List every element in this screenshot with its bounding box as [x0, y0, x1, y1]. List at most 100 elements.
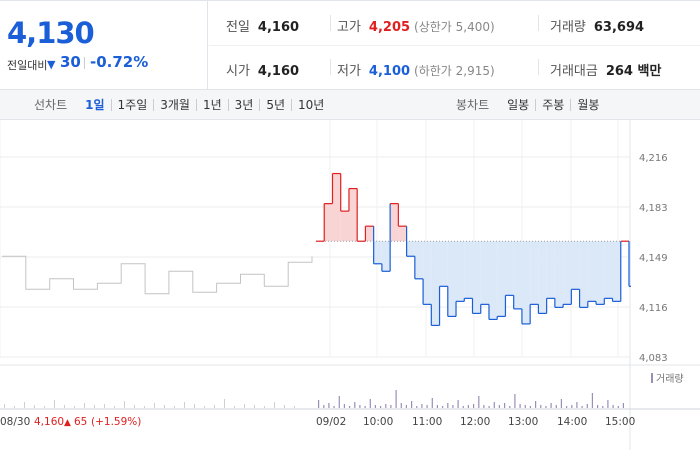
volume-bar-prev — [214, 405, 215, 408]
down-fill — [554, 241, 564, 308]
divider — [538, 15, 539, 31]
up-fill — [324, 203, 333, 242]
stat-value: 4,100 — [368, 64, 411, 79]
volume-bar-prev — [34, 405, 35, 408]
up-fill — [348, 188, 358, 242]
down-fill — [488, 241, 498, 320]
volume-bar-prev — [4, 404, 5, 408]
volume-bars — [4, 390, 624, 408]
tab-1w[interactable]: 1주일 — [117, 98, 148, 112]
stat-label: 전일 — [226, 20, 250, 35]
volume-bar — [390, 405, 392, 408]
x-tick-label: 13:00 — [508, 416, 538, 428]
volume-bar — [504, 403, 506, 408]
volume-bar-prev — [14, 406, 15, 408]
x-tick-label: 14:00 — [557, 416, 587, 428]
divider — [538, 59, 539, 75]
tab-3y[interactable]: 3년 — [234, 98, 254, 112]
down-fill — [423, 241, 432, 305]
prev-close-change-pct: (+1.59%) — [91, 416, 141, 428]
volume-bar — [571, 405, 573, 408]
volume-bar — [323, 405, 325, 408]
volume-bar-prev — [64, 405, 65, 408]
volume-bar-prev — [244, 404, 245, 408]
tab-1d[interactable]: 1일 — [85, 98, 105, 112]
volume-bar — [529, 406, 531, 408]
volume-bar — [622, 403, 624, 408]
candle-chart-label: 봉차트 — [456, 98, 490, 112]
tab-10y[interactable]: 10년 — [298, 98, 325, 112]
volume-bar-prev — [274, 402, 275, 408]
volume-bar — [385, 404, 387, 408]
divider — [535, 98, 537, 111]
stat-label: 시가 — [226, 64, 250, 79]
lower-limit: (하한가 2,915) — [414, 64, 495, 78]
volume-bar — [586, 404, 588, 408]
up-fill — [332, 173, 341, 242]
down-fill — [497, 241, 506, 317]
tab-1y[interactable]: 1년 — [202, 98, 222, 112]
divider — [110, 98, 112, 111]
down-fill — [447, 241, 457, 317]
volume-bar — [462, 406, 464, 408]
stat-value: 4,160 — [257, 64, 300, 79]
down-fill — [596, 241, 605, 305]
volume-bar-prev — [54, 400, 55, 408]
stat-low: 저가 4,100 (하한가 2,915) — [337, 60, 495, 79]
chart-fills — [324, 173, 631, 326]
x-tick-label: 12:00 — [460, 416, 490, 428]
volume-bar — [395, 390, 397, 408]
volume-bar — [545, 406, 547, 408]
tab-monthly[interactable]: 월봉 — [577, 98, 600, 112]
volume-bar — [436, 405, 438, 408]
divider — [330, 15, 331, 31]
y-tick-label: 4,149 — [639, 253, 668, 264]
tab-3m[interactable]: 3개월 — [160, 98, 190, 112]
volume-bar — [333, 406, 335, 408]
divider — [195, 98, 197, 111]
down-fill — [629, 241, 631, 287]
down-fill — [381, 241, 391, 272]
stat-label: 고가 — [337, 20, 361, 35]
volume-bar-prev — [74, 406, 75, 408]
price-chart: 4,216 4,183 4,149 4,116 4,083 거래량 08/30 09/02 10… — [0, 120, 700, 450]
down-fill — [480, 241, 489, 305]
volume-bar — [354, 402, 356, 408]
stat-label: 저가 — [337, 64, 361, 79]
current-price: 4,130 — [7, 16, 95, 50]
volume-bar — [514, 394, 516, 408]
down-fill — [563, 241, 572, 305]
volume-bar-prev — [94, 405, 95, 408]
down-fill — [373, 241, 382, 264]
candle-chart-tabs: 봉차트 일봉 주봉 월봉 — [456, 96, 605, 113]
volume-bar — [416, 406, 418, 408]
volume-bar — [364, 406, 366, 408]
volume-bar — [338, 396, 340, 408]
stat-value: 63,694 — [593, 20, 645, 35]
volume-bar-prev — [194, 404, 195, 408]
stat-label: 거래대금 — [550, 64, 598, 79]
volume-bar-prev — [234, 406, 235, 408]
volume-bar — [597, 405, 599, 408]
divider — [570, 98, 572, 111]
down-fill — [538, 241, 547, 314]
down-fill — [579, 241, 588, 308]
tab-daily[interactable]: 일봉 — [507, 98, 530, 112]
down-fill — [612, 241, 621, 302]
line-chart-label: 선차트 — [34, 98, 68, 112]
volume-bar — [380, 406, 382, 408]
volume-bar-prev — [264, 406, 265, 408]
change-percent: -0.72% — [90, 53, 149, 71]
volume-bar — [550, 403, 552, 408]
volume-bar-prev — [224, 399, 225, 408]
volume-bar — [607, 400, 609, 408]
row-divider — [209, 45, 700, 46]
divider — [153, 98, 155, 111]
down-fill — [571, 241, 580, 290]
volume-bar-prev — [44, 406, 45, 408]
tab-weekly[interactable]: 주봉 — [542, 98, 565, 112]
prev-close-change: 65 — [74, 416, 87, 428]
tab-5y[interactable]: 5년 — [266, 98, 286, 112]
volume-bar-prev — [164, 405, 165, 408]
stat-trade-value: 거래대금 264 백만 — [550, 60, 661, 79]
